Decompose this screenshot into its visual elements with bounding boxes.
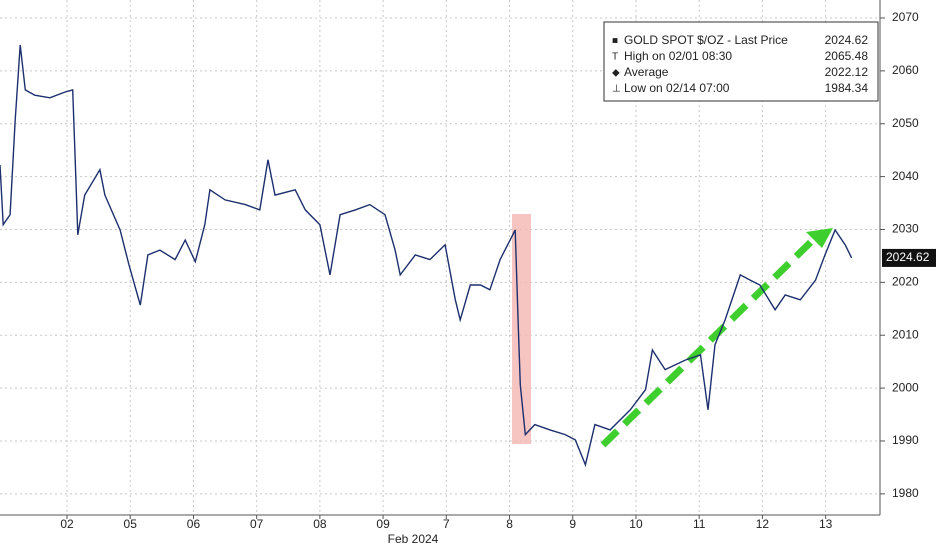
y-tick-label: 2050: [892, 116, 919, 130]
y-tick-label: 2020: [892, 275, 919, 289]
x-tick-label: 11: [693, 517, 706, 531]
legend-icon: ◆: [612, 68, 620, 79]
trend-arrowhead: [806, 228, 833, 248]
legend-label: Average: [624, 65, 669, 79]
y-tick-label: 2030: [892, 222, 919, 236]
x-tick-label: 8: [506, 517, 513, 531]
y-tick-label: 2000: [892, 380, 919, 394]
y-tick-label: 1980: [892, 486, 919, 500]
legend-label: GOLD SPOT $/OZ - Last Price: [624, 33, 788, 47]
legend-icon: ■: [612, 36, 618, 47]
price-line: [0, 44, 853, 468]
x-tick-label: 7: [443, 517, 450, 531]
y-tick-label: 1990: [892, 433, 919, 447]
x-tick-label: 07: [250, 517, 264, 531]
x-tick-label: 13: [819, 517, 833, 531]
x-tick-label: 10: [629, 517, 643, 531]
y-tick-label: 2010: [892, 327, 919, 341]
highlight-box: [512, 214, 531, 444]
last-price-tag: [882, 248, 936, 267]
legend-value: 2022.12: [825, 65, 869, 79]
trend-arrow: [600, 235, 818, 448]
legend-icon: T: [612, 52, 618, 63]
legend-value: 2065.48: [825, 49, 869, 63]
last-price-label: 2024.62: [886, 250, 930, 264]
x-tick-label: 02: [60, 517, 74, 531]
legend-icon: ⊥: [612, 84, 621, 95]
y-tick-label: 2070: [892, 10, 919, 24]
y-tick-label: 2040: [892, 169, 919, 183]
legend-value: 1984.34: [825, 81, 869, 95]
x-tick-label: 12: [756, 517, 770, 531]
x-tick-label: 06: [187, 517, 201, 531]
legend-label: High on 02/01 08:30: [624, 49, 732, 63]
x-tick-label: 9: [569, 517, 576, 531]
x-tick-label: 08: [313, 517, 327, 531]
x-tick-label: 09: [376, 517, 390, 531]
legend-value: 2024.62: [825, 33, 869, 47]
legend: ■ GOLD SPOT $/OZ - Last Price 2024.62 T High…: [603, 21, 879, 102]
x-tick-label: 05: [124, 517, 138, 531]
x-axis-label: Feb 2024: [388, 532, 439, 546]
y-tick-label: 2060: [892, 63, 919, 77]
legend-box: [603, 21, 879, 102]
legend-label: Low on 02/14 07:00: [624, 81, 730, 95]
